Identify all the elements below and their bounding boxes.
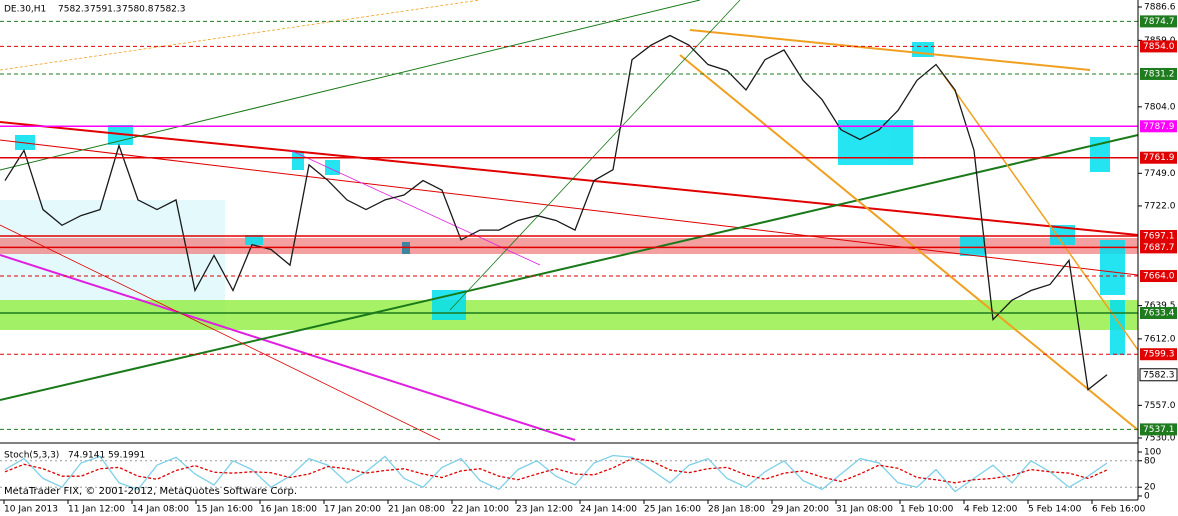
x-tick-label: 22 Jan 10:00 [452, 505, 509, 515]
y-tick-label: 20 [1144, 483, 1156, 493]
x-tick-label: 23 Jan 12:00 [516, 505, 573, 515]
ohlc-value: 7582.3 [58, 5, 90, 15]
level-label: 7599.3 [1143, 350, 1175, 360]
series-line [4, 457, 1108, 484]
support-band [0, 300, 1138, 330]
level-label-box [1140, 241, 1177, 254]
level-label-box [1140, 151, 1177, 164]
x-tick-label: 10 Jan 2013 [4, 505, 58, 515]
y-tick-label: 7749.0 [1144, 169, 1176, 179]
x-tick-label: 31 Jan 08:00 [836, 505, 893, 515]
x-tick-label: 21 Jan 08:00 [388, 505, 445, 515]
y-tick-label: 7557.0 [1144, 401, 1176, 411]
level-label: 7697.1 [1143, 232, 1175, 242]
x-tick-label: 29 Jan 20:00 [772, 505, 829, 515]
y-tick-label: 7886.6 [1144, 3, 1176, 13]
level-label-box [1140, 307, 1177, 320]
x-tick-label: 6 Feb 16:00 [1092, 505, 1146, 515]
ohlc-value: 7582.3 [154, 5, 186, 15]
level-label-box [1139, 368, 1178, 382]
x-tick-label: 14 Jan 08:00 [132, 505, 189, 515]
x-tick-label: 17 Jan 20:00 [324, 505, 381, 515]
x-tick-label: 11 Jan 12:00 [68, 505, 125, 515]
level-label: 7664.0 [1143, 272, 1175, 282]
level-label: 7761.9 [1143, 153, 1175, 163]
level-label: 7831.2 [1143, 69, 1175, 79]
x-tick-label: 1 Feb 10:00 [900, 505, 954, 515]
x-tick-label: 25 Jan 16:00 [644, 505, 701, 515]
y-tick-label: 7612.0 [1144, 334, 1176, 344]
level-label-box [1140, 230, 1177, 243]
copyright: MetaTrader FIX, © 2001-2012, MetaQuotes … [4, 486, 297, 497]
level-label-box [1140, 40, 1177, 53]
x-tick-label: 16 Jan 18:00 [260, 505, 317, 515]
symbol: DE.30,H1 [4, 5, 46, 15]
y-tick-label: 80 [1144, 456, 1156, 466]
y-tick-label: 7530.0 [1144, 433, 1176, 443]
drawings [0, 0, 1139, 441]
level-label-box [1140, 67, 1177, 80]
y-tick-label: 100 [1144, 448, 1161, 458]
level-label: 7854.0 [1143, 42, 1175, 52]
x-tick-label: 28 Jan 18:00 [708, 505, 765, 515]
level-label-box [1140, 15, 1177, 28]
ohlc-value: 7580.8 [122, 5, 154, 15]
y-tick-label: 7722.0 [1144, 201, 1176, 211]
level-label: 7687.7 [1143, 243, 1175, 253]
stoch-reading: 59.1991 [108, 451, 145, 461]
level-label: 7633.4 [1143, 309, 1175, 319]
x-tick-label: 24 Jan 14:00 [580, 505, 637, 515]
level-label: 7537.1 [1143, 425, 1175, 435]
stoch-reading: 74.9141 [68, 451, 105, 461]
level-label-box [1140, 270, 1177, 283]
level-label: 7787.9 [1143, 122, 1175, 132]
resistance-band [0, 238, 1138, 254]
level-label-box [1140, 120, 1177, 133]
ohlc-value: 7591.3 [90, 5, 122, 15]
level-label-box [1140, 423, 1177, 436]
level-label: 7874.7 [1143, 17, 1175, 27]
x-tick-label: 5 Feb 14:00 [1028, 505, 1082, 515]
x-tick-label: 4 Feb 12:00 [964, 505, 1018, 515]
y-tick-label: 7804.0 [1144, 102, 1176, 112]
trend-lines [0, 0, 1139, 441]
y-tick-label: 7639.5 [1144, 301, 1176, 311]
series-line [4, 454, 1108, 493]
indicator-name: Stoch(5,3,3) [4, 451, 59, 461]
level-label: 7582.3 [1143, 370, 1175, 380]
highlight-boxes [15, 42, 1125, 355]
plot [0, 20, 1138, 493]
level-label-box [1140, 348, 1177, 361]
y-tick-label: 0 [1144, 492, 1150, 502]
x-tick-label: 15 Jan 16:00 [196, 505, 253, 515]
series-line [4, 34, 1108, 391]
